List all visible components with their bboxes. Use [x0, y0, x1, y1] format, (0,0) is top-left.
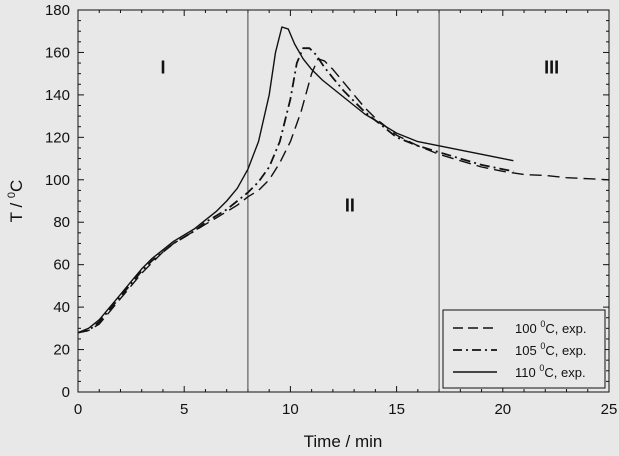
x-tick-label: 20 [494, 401, 511, 418]
y-tick-label: 60 [53, 257, 70, 274]
legend-label: 105 0C, exp. [515, 341, 587, 358]
series-line-105 [77, 47, 514, 334]
y-tick-label: 80 [53, 214, 70, 231]
y-tick-label: 40 [53, 299, 70, 316]
y-axis-label: T / 0C [6, 180, 26, 223]
series-lines [77, 26, 610, 334]
x-tick-label: 15 [388, 401, 405, 418]
legend-label-value: 105 [515, 343, 537, 358]
y-tick-label: 160 [45, 44, 70, 61]
y-tick-label: 120 [45, 129, 70, 146]
legend-label-superscript: 0 [540, 319, 545, 329]
y-tick-label: 180 [45, 2, 70, 19]
axis-ticks: 0 5 10 15 20 25 0 20 40 60 80 100 120 140 160 180 [45, 2, 617, 418]
x-tick-label: 5 [180, 401, 188, 418]
x-axis-label: Time / min [304, 432, 383, 451]
y-axis-label-text: T / [7, 198, 26, 222]
legend-label-suffix: C, exp. [545, 343, 586, 358]
legend-label-value: 100 [515, 321, 537, 336]
y-tick-label: 20 [53, 342, 70, 359]
legend: 100 0C, exp. 105 0C, exp. 110 0C, exp. [442, 309, 606, 389]
legend-label: 110 0C, exp. [515, 363, 586, 380]
y-axis-label-unit: C [7, 180, 26, 192]
series-line-110 [77, 26, 514, 334]
x-tick-label: 0 [74, 401, 82, 418]
legend-box [442, 309, 606, 389]
y-tick-label: 140 [45, 87, 70, 104]
legend-label-suffix: C, exp. [545, 321, 586, 336]
y-axis-label-superscript: 0 [6, 192, 18, 198]
legend-item-105: 105 0C, exp. [453, 341, 587, 358]
region-boundaries [247, 10, 440, 392]
legend-label-superscript: 0 [540, 341, 545, 351]
y-tick-label: 100 [45, 172, 70, 189]
region-label: I [160, 58, 165, 78]
region-label: III [544, 58, 559, 78]
x-tick-label: 25 [601, 401, 618, 418]
region-label: II [345, 196, 355, 216]
legend-item-110: 110 0C, exp. [453, 363, 586, 380]
legend-label: 100 0C, exp. [515, 319, 587, 336]
legend-item-100: 100 0C, exp. [453, 319, 587, 336]
legend-label-suffix: C, exp. [544, 365, 585, 380]
series-line-100 [77, 58, 610, 334]
legend-label-superscript: 0 [539, 363, 544, 373]
x-tick-label: 10 [282, 401, 299, 418]
y-tick-label: 0 [62, 384, 70, 401]
legend-label-value: 110 [515, 365, 536, 380]
